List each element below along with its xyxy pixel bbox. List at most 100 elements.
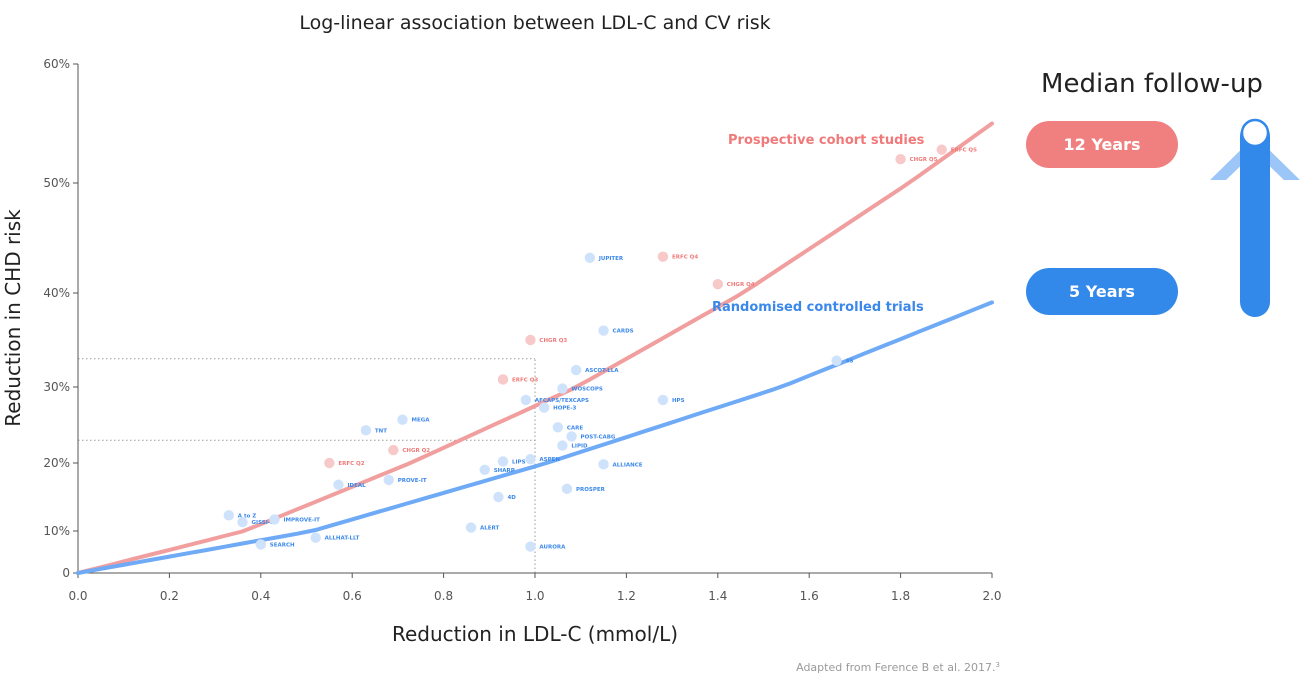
data-point xyxy=(570,364,582,376)
data-point xyxy=(552,422,564,433)
data-point xyxy=(520,394,532,406)
data-point-label: POST-CABG xyxy=(581,434,616,440)
data-point-label: CHGR Q4 xyxy=(727,282,755,288)
data-point xyxy=(383,474,394,486)
x-tick-label: 0.6 xyxy=(343,589,362,603)
arrow-knob-icon xyxy=(1240,118,1270,148)
data-point xyxy=(255,539,266,550)
data-point xyxy=(598,325,609,336)
data-point-label: CHGR Q3 xyxy=(539,338,567,344)
data-point-label: HOPE-3 xyxy=(553,406,576,412)
data-point-label: CHGR Q5 xyxy=(910,157,938,163)
y-tick-label: 10% xyxy=(43,524,70,538)
data-point-label: ERFC Q3 xyxy=(512,377,538,383)
x-axis-title: Reduction in LDL-C (mmol/L) xyxy=(392,622,678,646)
legend-item-5-years: 5 Years xyxy=(1026,268,1178,315)
data-point xyxy=(712,279,723,290)
data-point xyxy=(493,491,504,503)
data-point xyxy=(525,541,536,552)
fit-line-label-cohort: Prospective cohort studies xyxy=(728,133,925,148)
data-point-label: WOSCOPS xyxy=(571,387,602,393)
data-point xyxy=(237,516,248,528)
data-point-label: ASPEN xyxy=(539,457,560,463)
data-point-label: TNT xyxy=(375,428,387,434)
data-point-label: GISSI-P xyxy=(252,520,275,526)
follow-up-arrow-icon xyxy=(1210,118,1300,317)
x-tick-label: 1.4 xyxy=(708,589,727,603)
data-point xyxy=(598,459,609,470)
data-point xyxy=(557,440,568,451)
data-point xyxy=(584,252,596,263)
data-point-label: AFCAPS/TEXCAPS xyxy=(535,398,589,404)
y-tick-label: 20% xyxy=(43,456,70,470)
data-point-label: ALLIANCE xyxy=(613,462,643,468)
data-point-label: ASCOT-LLA xyxy=(585,368,619,374)
x-tick-label: 1.8 xyxy=(891,589,910,603)
data-point-label: ERFC Q4 xyxy=(672,255,698,261)
data-point xyxy=(223,510,235,521)
data-point xyxy=(831,355,842,366)
data-point-label: JUPITER xyxy=(598,256,624,262)
legend-title: Median follow-up xyxy=(1041,69,1263,99)
data-point xyxy=(936,144,947,155)
data-point xyxy=(657,251,669,262)
data-point-label: PROVE-IT xyxy=(398,478,427,484)
x-tick-label: 0.0 xyxy=(68,589,87,603)
x-tick-label: 1.2 xyxy=(617,589,636,603)
y-tick-label: 60% xyxy=(43,57,70,71)
data-point xyxy=(566,431,577,442)
x-tick-label: 0.2 xyxy=(160,589,179,603)
data-point xyxy=(324,457,335,469)
data-point-label: IMPROVE-IT xyxy=(284,517,321,523)
data-points: ERFC Q5 CHGR Q5 ERFC Q4 CHGR Q4 CHGR Q3 ERFC … xyxy=(223,144,977,552)
y-axis-ticks: 0 10% 20% 30% 40% 50% 60% xyxy=(43,57,78,580)
data-point-label: LIPID xyxy=(571,444,588,450)
data-point xyxy=(497,374,509,385)
x-tick-label: 1.6 xyxy=(800,589,819,603)
fit-line-label-rct: Randomised controlled trials xyxy=(712,300,924,315)
x-tick-label: 1.0 xyxy=(525,589,544,603)
data-point-label: CHGR Q2 xyxy=(402,448,430,454)
data-point xyxy=(895,154,906,165)
source-caption: Adapted from Ference B et al. 2017.3 xyxy=(796,661,1000,674)
data-point-label: CARDS xyxy=(613,329,634,335)
legend-item-12-years: 12 Years xyxy=(1026,121,1178,168)
data-point xyxy=(525,454,536,465)
data-point-label: HPS xyxy=(672,398,685,404)
arrow-head-icon xyxy=(1210,136,1300,180)
data-point xyxy=(310,532,321,543)
x-tick-label: 0.4 xyxy=(251,589,270,603)
data-point xyxy=(557,383,568,394)
data-point xyxy=(525,334,536,346)
data-point xyxy=(388,444,399,456)
data-point xyxy=(561,483,573,495)
data-point-label: SHARP xyxy=(494,468,515,474)
data-point xyxy=(497,456,509,467)
x-tick-label: 0.8 xyxy=(434,589,453,603)
data-point xyxy=(657,394,669,406)
data-point xyxy=(538,402,550,413)
data-point xyxy=(269,514,280,525)
data-point-label: ERFC Q5 xyxy=(951,148,977,154)
data-point xyxy=(360,425,372,436)
y-tick-label: 40% xyxy=(43,286,70,300)
y-tick-label: 50% xyxy=(43,176,70,190)
data-point-label: IDEAL xyxy=(347,483,366,489)
data-point xyxy=(479,464,490,475)
data-point-label: 4S xyxy=(846,359,854,365)
y-tick-label: 0 xyxy=(62,566,70,580)
data-point-label: ALERT xyxy=(480,526,500,532)
data-point xyxy=(397,414,408,425)
legend-pill-5-years xyxy=(1026,268,1178,315)
fit-lines: Prospective cohort studies Randomised con… xyxy=(76,121,994,575)
data-point-label: SEARCH xyxy=(270,542,295,548)
data-point-label: CARE xyxy=(567,425,584,431)
y-axis-title: Reduction in CHD risk xyxy=(1,209,25,427)
data-point-label: ALLHAT-LLT xyxy=(325,536,360,542)
data-point-label: A to Z xyxy=(238,513,256,519)
x-tick-label: 2.0 xyxy=(982,589,1001,603)
data-point-label: LIPS xyxy=(512,459,526,465)
x-axis-ticks: 0.0 0.2 0.4 0.6 0.8 1.0 1.2 1.4 1.6 1.8 2.0 xyxy=(68,573,1002,603)
chart-title: Log-linear association between LDL-C and… xyxy=(299,12,770,34)
